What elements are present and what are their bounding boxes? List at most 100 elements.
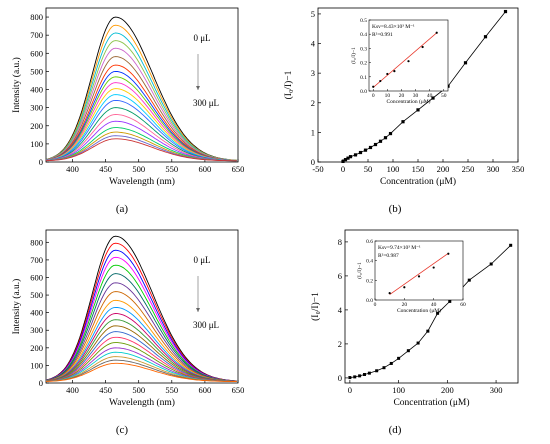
inset-x-axis-label: Concentration (μM) <box>397 307 441 314</box>
y-tick-label: 300 <box>30 103 43 113</box>
annotation-end: 300 μL <box>193 98 219 108</box>
data-point <box>389 361 393 365</box>
y-tick-label: 500 <box>30 66 43 76</box>
x-tick-label: 600 <box>199 385 212 395</box>
data-point <box>509 243 513 247</box>
y-tick-label: 2 <box>338 339 342 349</box>
inset-frame <box>368 19 449 92</box>
data-point <box>416 341 420 345</box>
inset-y-tick-label: 0.0 <box>366 298 373 304</box>
spectrum-line <box>45 138 237 162</box>
y-tick-label: 5 <box>311 9 315 19</box>
y-tick-label: 3 <box>311 68 315 78</box>
data-point <box>353 153 358 157</box>
x-tick-label: -50 <box>312 164 323 174</box>
inset-r2-label: R²=0.987 <box>378 253 399 259</box>
inset-fit-line <box>372 32 437 88</box>
x-tick-label: 250 <box>462 164 475 174</box>
x-tick-label: 650 <box>232 385 245 395</box>
spectrum-line <box>45 56 237 161</box>
x-tick-label: 550 <box>165 164 178 174</box>
data-point <box>343 158 348 162</box>
inset-x-tick-label: 40 <box>431 302 437 308</box>
caption-b: (b) <box>388 203 402 215</box>
plot-frame <box>45 7 239 163</box>
data-point <box>378 139 383 143</box>
y-tick-label: 700 <box>30 30 43 40</box>
data-point <box>375 369 379 373</box>
y-tick-label: 8 <box>338 237 342 247</box>
x-tick-label: 400 <box>66 164 79 174</box>
inset-y-tick-label: 0.1 <box>360 75 367 81</box>
data-point <box>383 136 388 140</box>
inset-x-tick-label: 10 <box>385 93 391 99</box>
data-point <box>431 96 435 100</box>
inset-x-axis-label: Concentration (μM) <box>386 98 430 105</box>
inset-x-tick-label: 0 <box>372 93 375 99</box>
data-point <box>358 374 362 378</box>
x-tick-label: 350 <box>512 164 525 174</box>
data-point <box>373 142 378 147</box>
data-point <box>348 155 353 159</box>
x-tick-label: 200 <box>437 164 450 174</box>
spectrum-line <box>45 282 237 382</box>
data-point <box>341 159 345 164</box>
data-point <box>368 145 373 150</box>
panel-c-spectra-chart: 400 450 500 550 600 650 0 100 200 300 400 500 600 700… <box>11 229 245 408</box>
x-tick-label: 0 <box>341 164 345 174</box>
data-point <box>467 278 471 282</box>
arrow-head <box>196 86 200 90</box>
inset-x-tick-label: 30 <box>413 93 419 99</box>
inset-data-point <box>432 266 435 269</box>
data-point <box>382 366 386 370</box>
x-tick-label: 500 <box>132 164 145 174</box>
x-tick-label: 300 <box>487 164 500 174</box>
data-point <box>503 9 508 14</box>
inset-data-point <box>388 292 391 295</box>
spectrum-line <box>45 264 237 382</box>
annotation-start: 0 μL <box>193 255 210 265</box>
x-tick-label: 500 <box>132 385 145 395</box>
inset-x-tick-label: 60 <box>460 302 466 308</box>
data-point <box>401 120 405 124</box>
x-tick-label: 300 <box>490 385 503 395</box>
y-axis-label: (I₀/I)−1 <box>283 70 294 99</box>
annotation-end: 300 μL <box>193 320 219 330</box>
y-tick-label: 700 <box>30 255 43 265</box>
data-point <box>448 299 452 303</box>
inset-data-point <box>372 85 375 88</box>
y-tick-label: 500 <box>30 290 43 300</box>
data-point <box>463 61 468 65</box>
x-tick-label: 100 <box>392 385 405 395</box>
plot-frame <box>344 229 519 384</box>
inset-y-tick-label: 0.0 <box>360 89 367 95</box>
inset-data-point <box>403 286 406 289</box>
y-tick-label: 0 <box>39 378 43 388</box>
panel-a-spectra-chart: 400 450 500 550 600 650 0 100 200 300 400 500 600 700… <box>11 7 245 187</box>
x-tick-label: 450 <box>99 385 112 395</box>
y-tick-label: 4 <box>311 39 316 49</box>
spectrum-line <box>45 273 237 382</box>
y-tick-label: 1 <box>311 127 315 137</box>
inset-data-point <box>417 275 421 278</box>
inset-fit-line <box>389 252 449 295</box>
inset-y-tick-label: 0.6 <box>366 239 373 245</box>
data-point <box>397 356 401 360</box>
inset-y-tick-label: 0.5 <box>360 18 367 24</box>
x-tick-label: 650 <box>232 164 245 174</box>
y-tick-label: 400 <box>30 308 43 318</box>
spectrum-line <box>45 47 237 161</box>
y-tick-label: 600 <box>30 272 43 282</box>
inset-data-point <box>379 79 382 83</box>
data-point <box>416 108 420 112</box>
x-tick-label: 150 <box>412 164 425 174</box>
data-point <box>346 156 350 160</box>
data-point <box>426 329 430 333</box>
x-axis-label: Wavelength (nm) <box>109 176 175 187</box>
x-tick-label: 450 <box>99 164 112 174</box>
x-tick-label: 600 <box>199 164 212 174</box>
caption-c: (c) <box>115 424 129 436</box>
data-point <box>489 262 493 266</box>
y-tick-label: 100 <box>30 360 43 370</box>
